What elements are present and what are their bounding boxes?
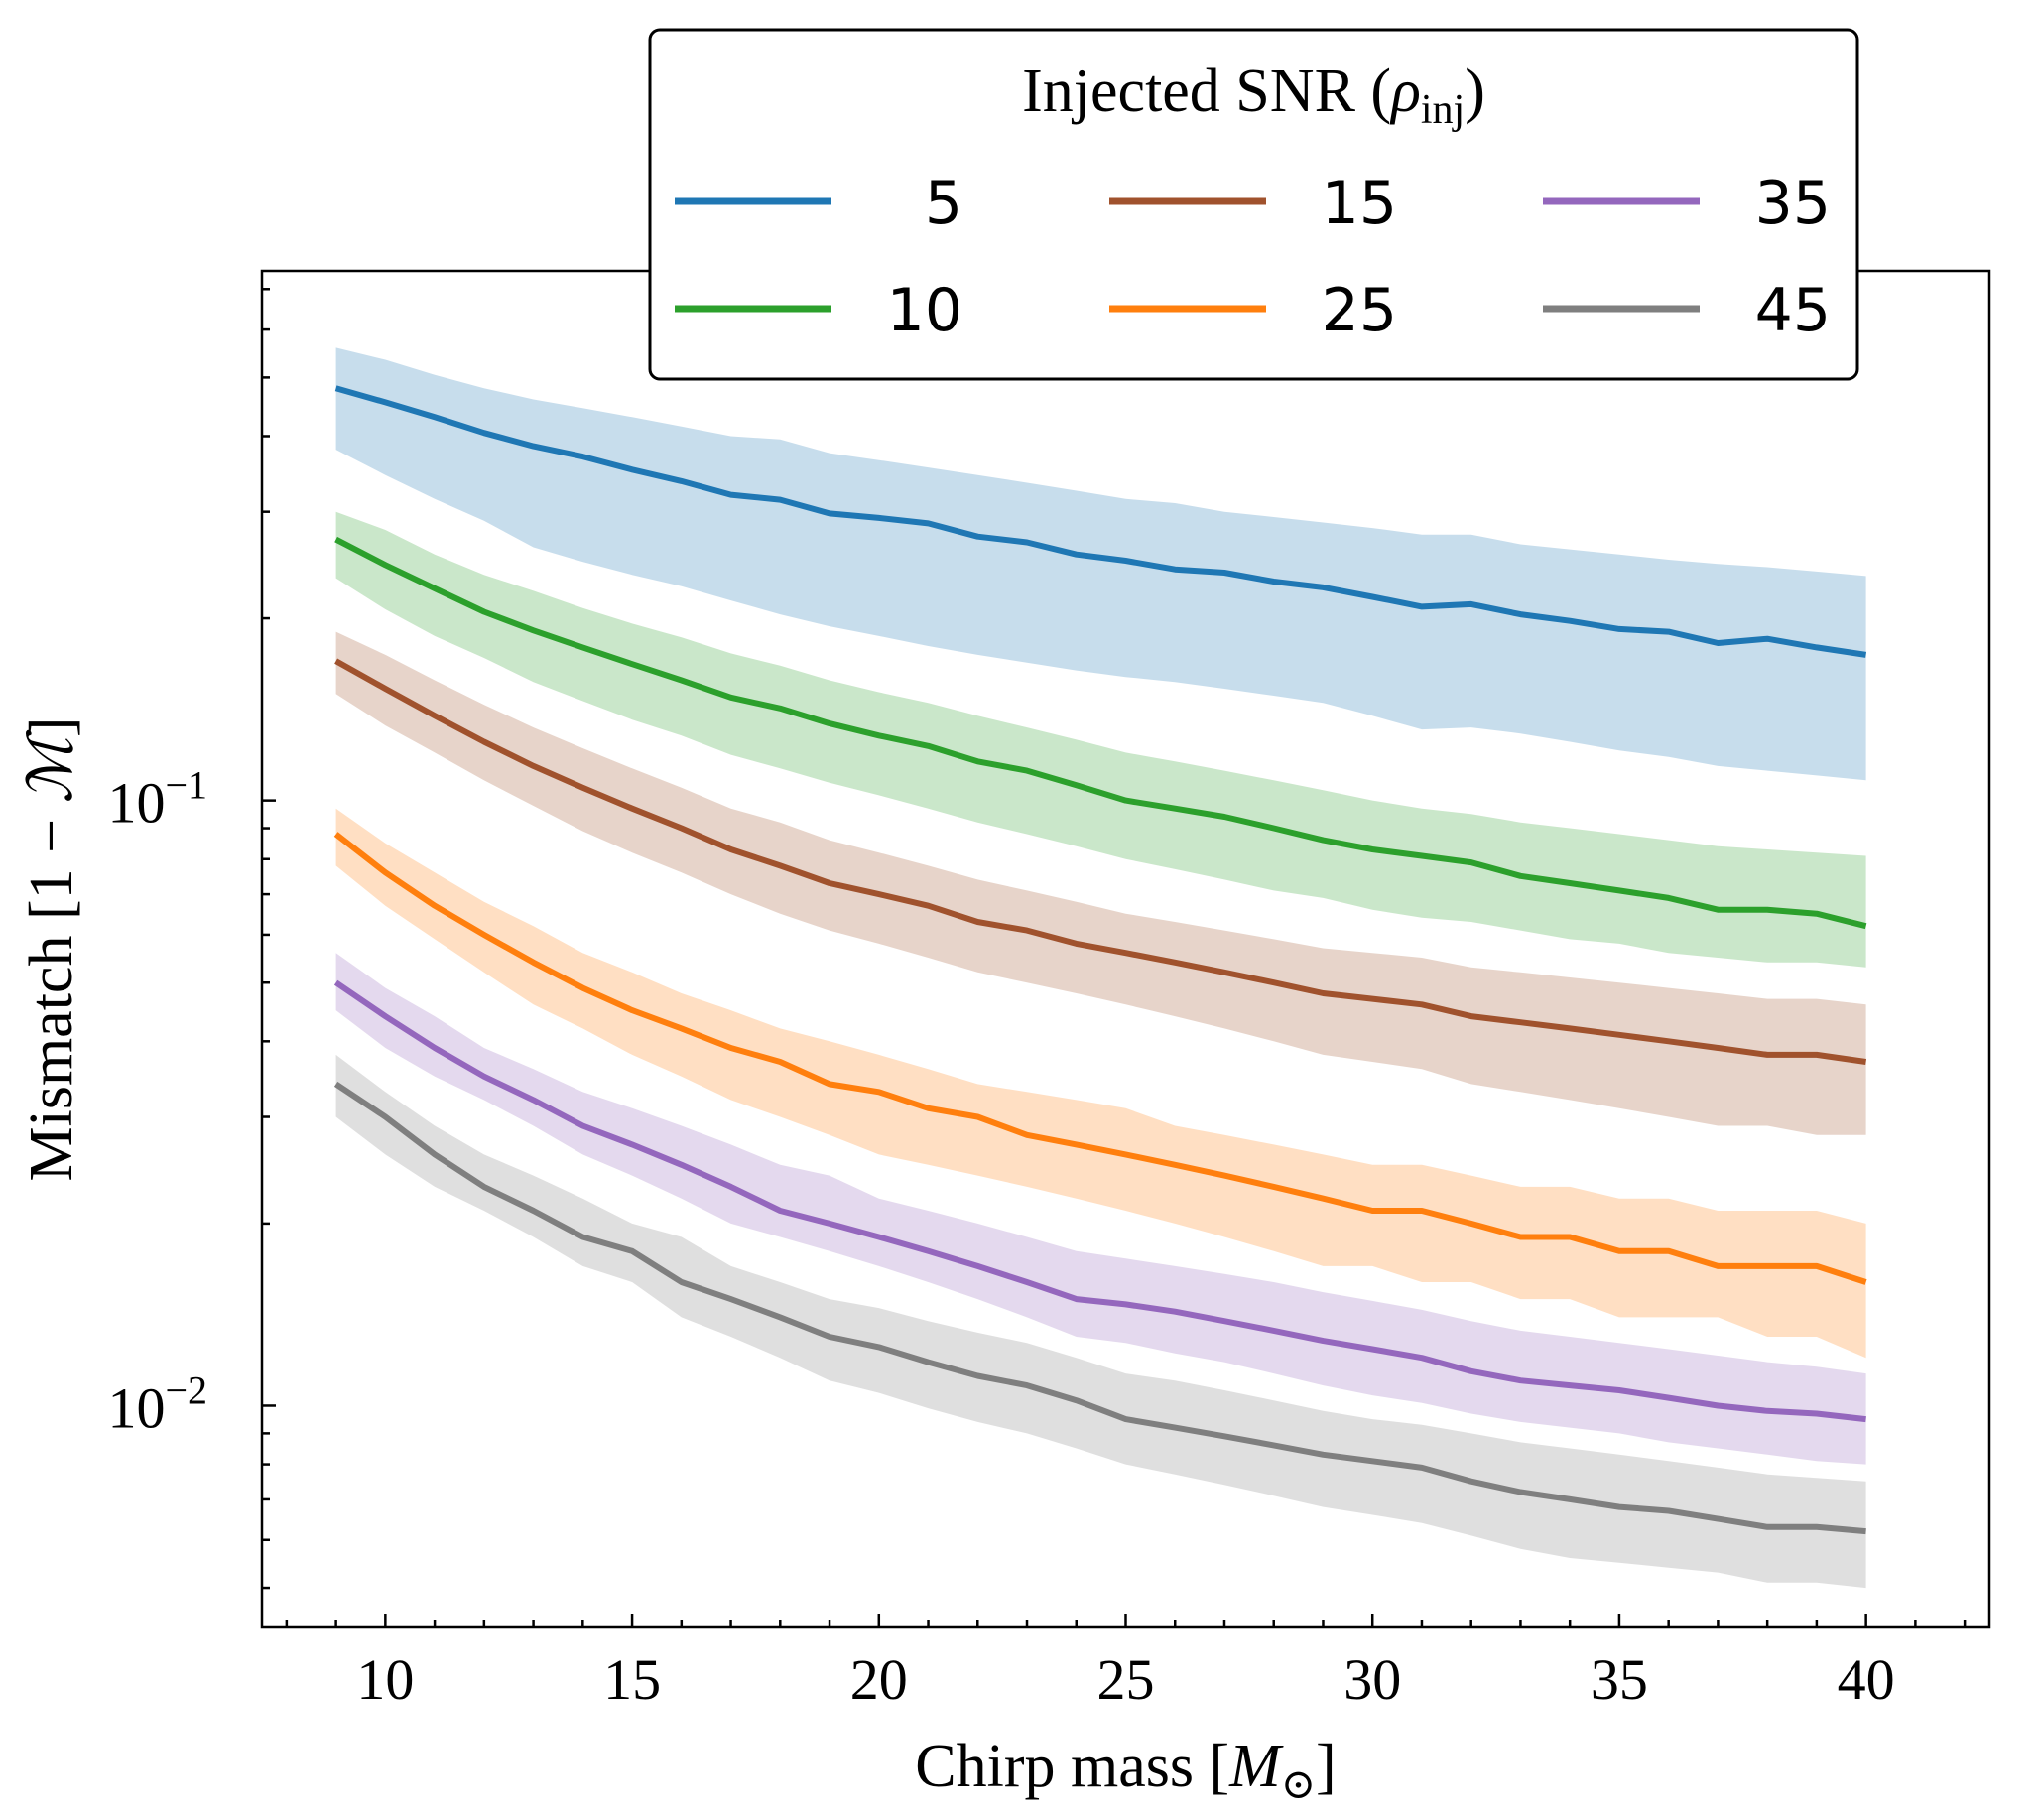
band-snr-10 — [335, 511, 1866, 968]
legend-label-snr-15: 15 — [1322, 169, 1397, 238]
series-line-snr-10 — [334, 536, 1867, 930]
series-line-snr-35 — [333, 979, 1866, 1423]
series-line-snr-25 — [333, 832, 1867, 1285]
x-tick-label: 10 — [356, 1647, 414, 1712]
band-snr-45 — [335, 1054, 1866, 1589]
series-line-snr-45 — [333, 1081, 1866, 1535]
legend: Injected SNR (ρinj) 5 10 15 25 35 45 — [648, 28, 1859, 381]
legend-label-snr-25: 25 — [1322, 276, 1397, 345]
band-snr-5 — [335, 347, 1866, 781]
legend-label-snr-35: 35 — [1755, 169, 1831, 238]
series-line-snr-5 — [334, 385, 1867, 658]
y-axis-label: Mismatch [1 − ℳ] — [18, 716, 85, 1181]
band-snr-35 — [335, 953, 1866, 1465]
x-tick-label: 40 — [1838, 1647, 1895, 1712]
axis-labels: Chirp mass [M⊙] Mismatch [1 − ℳ] — [18, 716, 1337, 1808]
confidence-bands — [335, 347, 1866, 1589]
legend-title: Injected SNR (ρinj) — [1022, 58, 1485, 133]
x-tick-label: 35 — [1591, 1647, 1648, 1712]
x-axis-label: Chirp mass [M⊙] — [915, 1733, 1336, 1808]
legend-label-snr-10: 10 — [887, 276, 962, 345]
band-snr-15 — [335, 631, 1866, 1135]
y-tick-label: 10−2 — [107, 1367, 207, 1440]
legend-label-snr-5: 5 — [925, 169, 962, 238]
series-lines — [333, 385, 1867, 1535]
legend-label-snr-45: 45 — [1755, 276, 1831, 345]
x-tick-label: 15 — [603, 1647, 661, 1712]
x-tick-label: 25 — [1097, 1647, 1155, 1712]
x-tick-label: 30 — [1343, 1647, 1401, 1712]
x-tick-label: 20 — [850, 1647, 908, 1712]
y-tick-label: 10−1 — [107, 763, 207, 836]
series-line-snr-15 — [334, 658, 1867, 1065]
band-snr-25 — [335, 808, 1866, 1359]
